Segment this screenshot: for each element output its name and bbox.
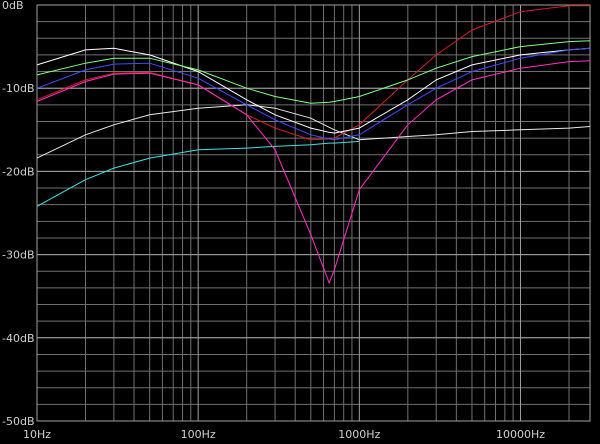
y-tick-label: -50dB xyxy=(2,415,35,428)
y-tick-label: 0dB xyxy=(2,0,24,12)
series-line xyxy=(36,140,360,207)
x-tick-label: 10Hz xyxy=(23,428,51,441)
y-tick-label: -30dB xyxy=(2,249,35,262)
y-tick-label: -20dB xyxy=(2,165,35,178)
series-line xyxy=(36,60,591,285)
x-tick-label: 100Hz xyxy=(181,428,216,441)
x-tick-label: 10000Hz xyxy=(496,428,545,441)
y-tick-label: -10dB xyxy=(2,82,35,95)
y-tick-label: -40dB xyxy=(2,332,35,345)
x-tick-label: 1000Hz xyxy=(338,428,380,441)
plot-border xyxy=(36,4,591,422)
series-line xyxy=(36,47,591,141)
series-line xyxy=(36,47,591,134)
series-line xyxy=(36,104,591,159)
series-line xyxy=(36,40,591,104)
